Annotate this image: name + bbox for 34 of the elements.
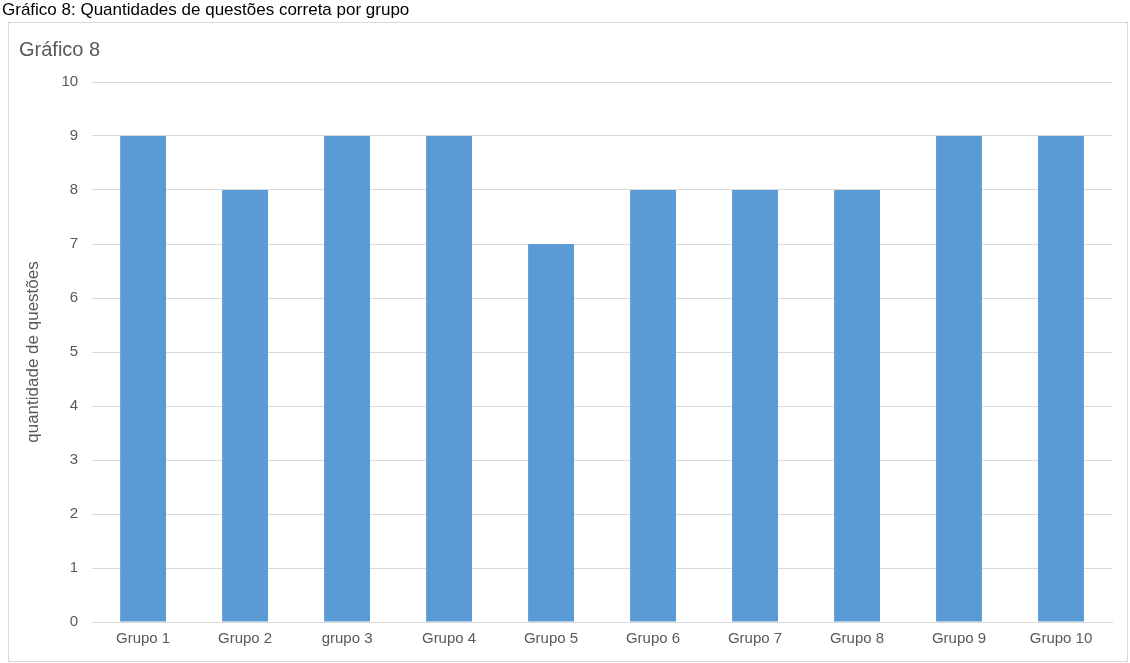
chart-title: Gráfico 8 bbox=[19, 37, 101, 60]
bar bbox=[630, 190, 676, 622]
y-tick-label: 5 bbox=[69, 342, 79, 360]
x-tick-label: Grupo 6 bbox=[625, 629, 681, 647]
y-tick-label: 1 bbox=[69, 558, 79, 576]
bar bbox=[1038, 136, 1084, 622]
bar bbox=[324, 136, 371, 622]
y-tick-label: 9 bbox=[69, 126, 79, 144]
x-tick-label: Grupo 1 bbox=[115, 629, 171, 647]
bar bbox=[222, 190, 269, 622]
y-tick-label: 2 bbox=[69, 504, 79, 522]
text: Gráfico 8: Quantidades de questões correta por grupo bbox=[2, 0, 410, 20]
bar bbox=[732, 190, 778, 622]
y-tick-label: 4 bbox=[69, 396, 79, 414]
x-tick-label: Grupo 10 bbox=[1029, 629, 1093, 647]
bar bbox=[120, 136, 167, 622]
x-tick-label: Grupo 7 bbox=[727, 629, 783, 647]
x-tick-label: Grupo 8 bbox=[829, 629, 885, 647]
x-tick-label: Grupo 9 bbox=[931, 629, 987, 647]
bar bbox=[528, 244, 574, 622]
y-tick-label: 6 bbox=[69, 288, 79, 306]
bar bbox=[936, 136, 982, 622]
y-tick-label: 8 bbox=[69, 180, 79, 198]
y-tick-label: 7 bbox=[69, 234, 79, 252]
y-axis-title: quantidade de questões bbox=[22, 261, 42, 443]
x-tick-label: Grupo 2 bbox=[217, 629, 273, 647]
y-tick-label: 3 bbox=[69, 450, 79, 468]
bar bbox=[426, 136, 472, 622]
y-tick-label: 10 bbox=[61, 72, 79, 90]
bar bbox=[834, 190, 880, 622]
x-tick-label: Grupo 5 bbox=[523, 629, 579, 647]
x-tick-label: grupo 3 bbox=[321, 629, 373, 647]
x-tick-label: Grupo 4 bbox=[421, 629, 477, 647]
y-tick-label: 0 bbox=[69, 612, 79, 630]
